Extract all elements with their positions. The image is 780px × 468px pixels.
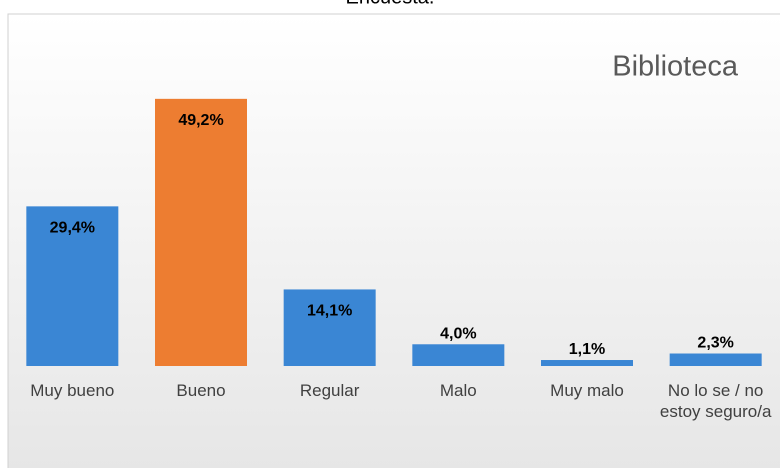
x-tick-label: Muy malo <box>550 381 624 400</box>
bar <box>541 360 633 366</box>
bar <box>283 289 376 366</box>
value-label: 49,2% <box>178 112 223 129</box>
bar <box>412 344 505 366</box>
x-tick-label: Regular <box>299 381 360 400</box>
x-tick-label: Malo <box>439 381 477 400</box>
x-tick-label: No lo se / no estoy seguro/a <box>659 381 772 421</box>
chart-subtitle: Biblioteca <box>612 51 739 83</box>
chart-title: Encuesta. <box>346 0 435 8</box>
bar <box>155 98 247 367</box>
x-tick-label: Bueno <box>176 381 226 400</box>
x-tick-label: Muy bueno <box>30 381 115 400</box>
value-label: 29,4% <box>50 220 95 237</box>
bar <box>669 353 762 366</box>
value-label: 2,3% <box>697 335 733 352</box>
value-label: 1,1% <box>569 341 605 358</box>
value-label: 4,0% <box>440 325 476 342</box>
value-label: 14,1% <box>307 303 352 320</box>
bar <box>26 206 119 366</box>
plot-background <box>7 13 780 468</box>
